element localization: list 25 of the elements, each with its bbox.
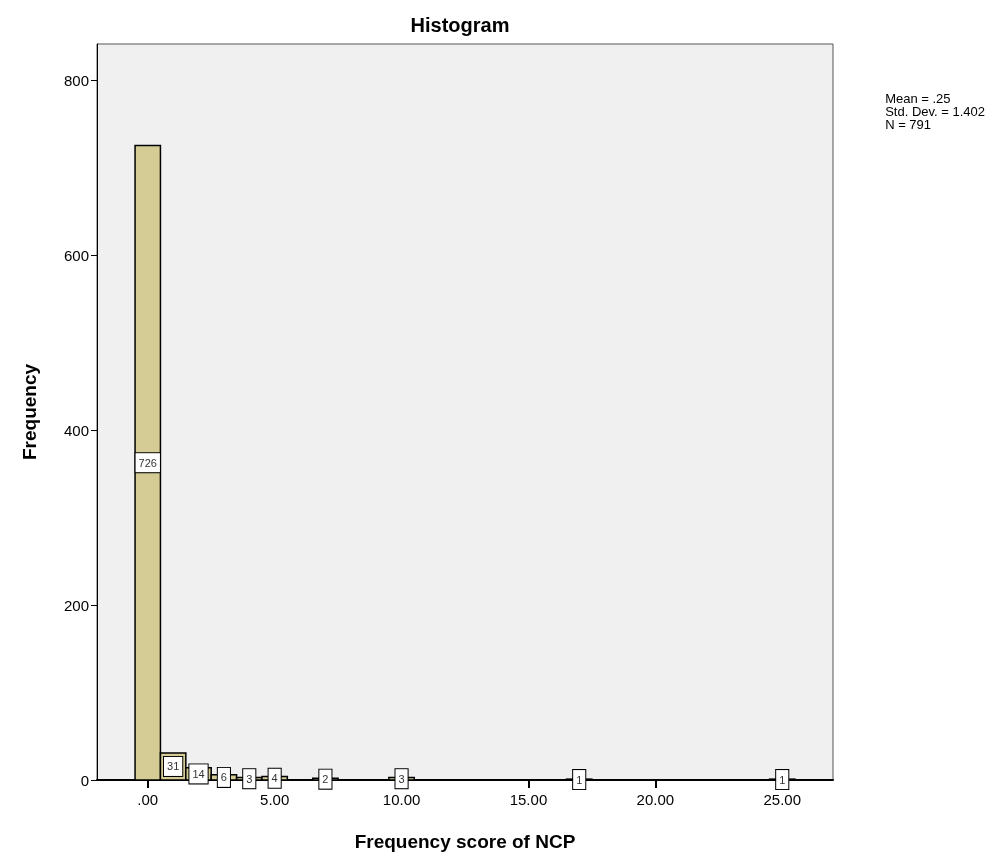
data-label: 1 <box>779 773 786 786</box>
data-label: 14 <box>192 767 205 780</box>
data-label: 1 <box>576 773 583 786</box>
y-tick-label: 800 <box>63 72 89 90</box>
x-tick-label: 20.00 <box>636 791 675 808</box>
data-label: 6 <box>220 771 227 784</box>
x-tick-label: 25.00 <box>763 791 802 808</box>
data-label: 3 <box>246 772 253 785</box>
y-axis-title: Frequency <box>19 363 40 461</box>
x-tick-label: 5.00 <box>260 791 290 808</box>
data-label: 2 <box>322 773 329 786</box>
y-tick-label: 400 <box>63 421 89 439</box>
data-label: 4 <box>271 772 278 785</box>
x-tick-label: 15.00 <box>509 791 548 808</box>
y-tick-label: 0 <box>80 771 89 789</box>
data-label: 3 <box>398 772 405 785</box>
x-tick-label: .00 <box>137 791 159 808</box>
data-label: 726 <box>138 456 157 469</box>
y-tick-label: 600 <box>63 247 89 265</box>
data-label: 31 <box>167 760 180 773</box>
x-axis-title: Frequency score of NCP <box>354 831 576 852</box>
chart-title: Histogram <box>410 14 510 36</box>
y-tick-label: 200 <box>63 596 89 614</box>
x-tick-label: 10.00 <box>382 791 421 808</box>
text: Mean = .25 Std. Dev. = 1.402 N = 791 <box>885 91 986 132</box>
